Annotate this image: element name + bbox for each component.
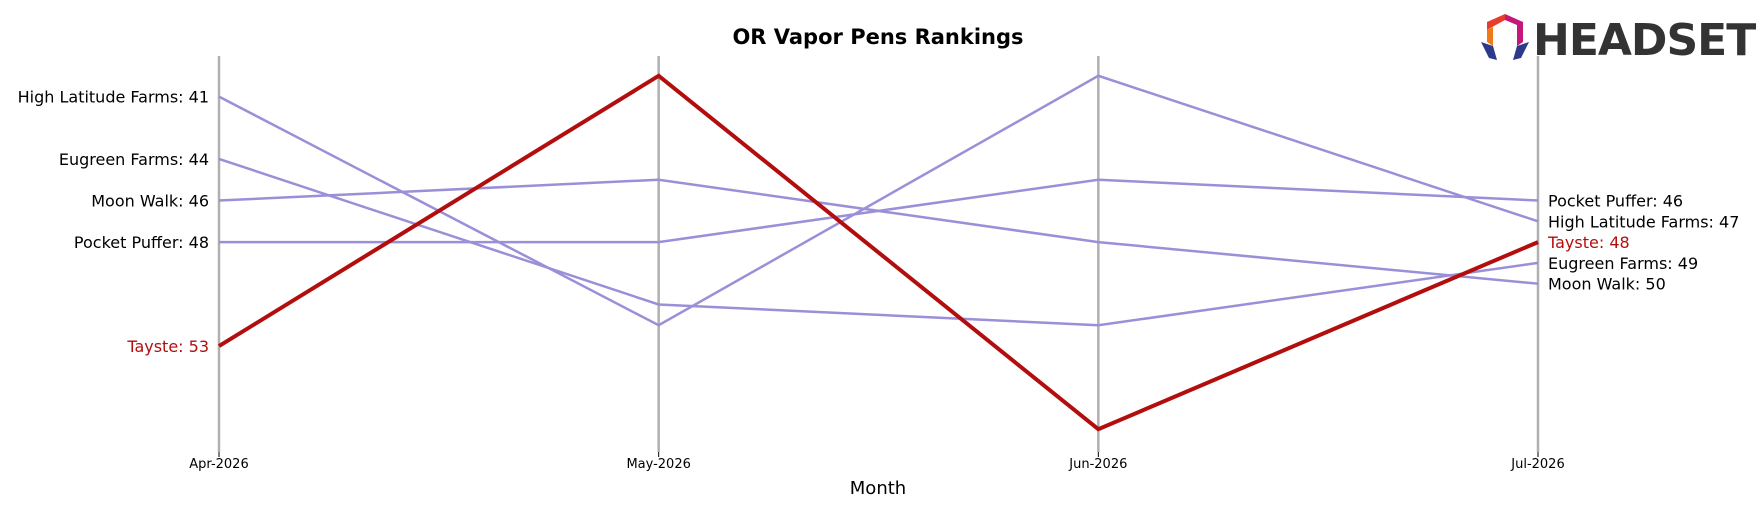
headset-logo-icon bbox=[1481, 14, 1529, 60]
chart-title: OR Vapor Pens Rankings bbox=[732, 25, 1023, 49]
left-label: Eugreen Farms: 44 bbox=[59, 150, 209, 169]
headset-logo: HEADSET bbox=[1481, 14, 1757, 66]
x-axis-label: Month bbox=[850, 478, 906, 499]
series-labels: High Latitude Farms: 41 Eugreen Farms: 44… bbox=[18, 88, 1740, 356]
right-label: Pocket Puffer: 46 bbox=[1548, 192, 1683, 211]
right-label: High Latitude Farms: 47 bbox=[1548, 212, 1739, 231]
month-axes bbox=[217, 56, 1540, 452]
x-tick-label: Jun-2026 bbox=[1068, 457, 1127, 472]
left-label: Tayste: 53 bbox=[126, 337, 209, 356]
left-label: High Latitude Farms: 41 bbox=[18, 88, 209, 107]
series-line-pocket-puffer bbox=[219, 178, 1539, 244]
x-tick-labels: Apr-2026 May-2026 Jun-2026 Jul-2026 bbox=[189, 452, 1565, 472]
x-tick-label: Apr-2026 bbox=[189, 457, 248, 472]
series-line-moon-walk bbox=[218, 178, 1539, 285]
left-label: Pocket Puffer: 48 bbox=[74, 233, 209, 252]
series-line-tayste bbox=[217, 73, 1539, 432]
series-line-high-latitude-farms bbox=[218, 74, 1539, 327]
series-lines bbox=[217, 73, 1539, 432]
x-tick-label: Jul-2026 bbox=[1510, 457, 1564, 472]
right-label: Moon Walk: 50 bbox=[1548, 275, 1666, 294]
right-label: Eugreen Farms: 49 bbox=[1548, 254, 1698, 273]
headset-logo-text: HEADSET bbox=[1533, 15, 1756, 66]
right-label: Tayste: 48 bbox=[1547, 233, 1630, 252]
left-label: Moon Walk: 46 bbox=[91, 192, 209, 211]
x-tick-label: May-2026 bbox=[626, 457, 690, 472]
series-line-eugreen-farms bbox=[218, 157, 1539, 327]
